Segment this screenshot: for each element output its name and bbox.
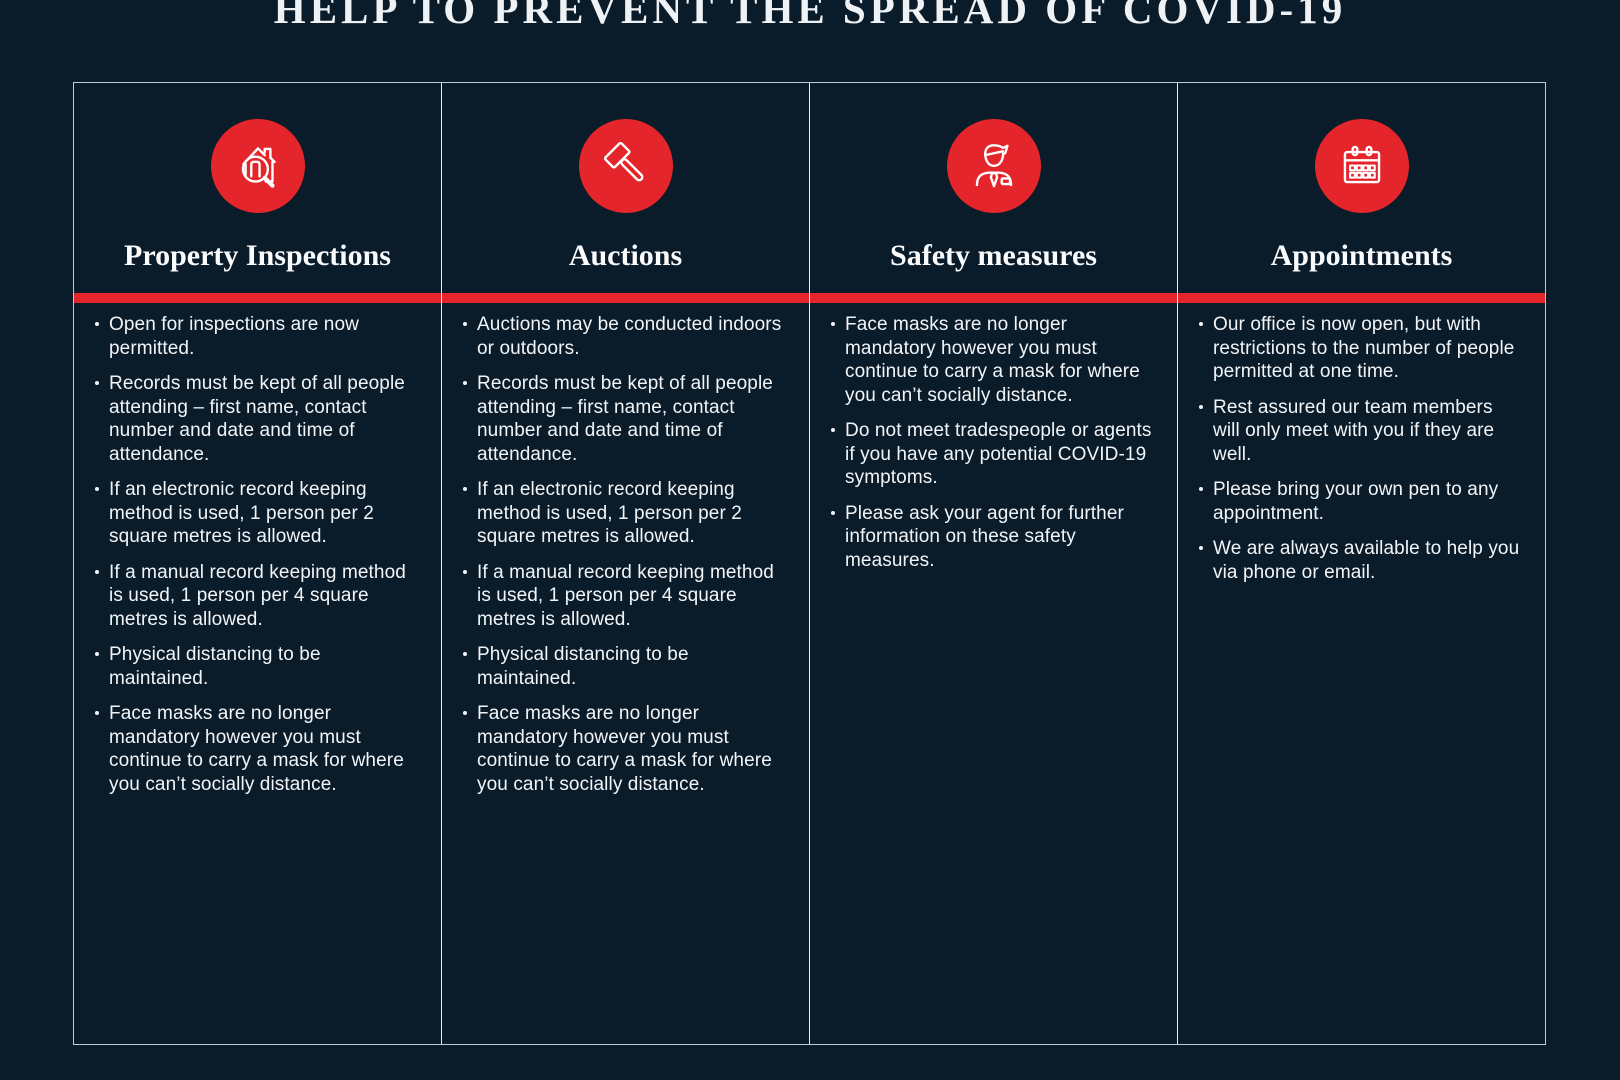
column-auctions: Auctions Auctions may be conducted indoo… — [441, 83, 809, 1044]
column-heading: Appointments — [1270, 239, 1453, 272]
list-item: We are always available to help you via … — [1198, 537, 1523, 584]
bullet-list: Face masks are no longer mandatory howev… — [810, 313, 1177, 572]
safety-measures-icon-circle — [946, 119, 1041, 213]
appointments-icon-circle — [1314, 119, 1409, 213]
list-item: Records must be kept of all people atten… — [94, 372, 419, 466]
bullet-list: Auctions may be conducted indoors or out… — [442, 313, 809, 796]
column-heading: Property Inspections — [124, 239, 391, 272]
list-item: Face masks are no longer mandatory howev… — [94, 702, 419, 796]
list-item: If an electronic record keeping method i… — [94, 478, 419, 549]
list-item: Rest assured our team members will only … — [1198, 396, 1523, 467]
house-magnifier-icon — [241, 147, 276, 188]
bullet-list: Our office is now open, but with restric… — [1178, 313, 1545, 584]
calendar-icon — [1343, 145, 1380, 184]
info-board: Property Inspections Open for inspection… — [73, 82, 1546, 1045]
page-title: HELP TO PREVENT THE SPREAD OF COVID-19 — [273, 0, 1347, 32]
list-item: Do not meet tradespeople or agents if yo… — [830, 419, 1155, 490]
list-item: Face masks are no longer mandatory howev… — [462, 702, 787, 796]
list-item: Face masks are no longer mandatory howev… — [830, 313, 1155, 407]
column-appointments: Appointments Our office is now open, but… — [1177, 83, 1545, 1044]
columns-container: Property Inspections Open for inspection… — [74, 83, 1545, 1044]
list-item: Please ask your agent for further inform… — [830, 502, 1155, 573]
auctions-icon-circle — [578, 119, 673, 213]
column-safety-measures: Safety measures Face masks are no longer… — [809, 83, 1177, 1044]
list-item: Physical distancing to be maintained. — [462, 643, 787, 690]
column-heading: Auctions — [568, 239, 683, 272]
list-item: Our office is now open, but with restric… — [1198, 313, 1523, 384]
list-item: If an electronic record keeping method i… — [462, 478, 787, 549]
list-item: Records must be kept of all people atten… — [462, 372, 787, 466]
list-item: Please bring your own pen to any appoint… — [1198, 478, 1523, 525]
list-item: If a manual record keeping method is use… — [94, 561, 419, 632]
gavel-icon — [603, 141, 643, 182]
bullet-list: Open for inspections are now permitted. … — [74, 313, 441, 796]
column-heading: Safety measures — [890, 239, 1097, 272]
property-inspections-icon-circle — [210, 119, 305, 213]
list-item: Physical distancing to be maintained. — [94, 643, 419, 690]
list-item: If a manual record keeping method is use… — [462, 561, 787, 632]
list-item: Auctions may be conducted indoors or out… — [462, 313, 787, 360]
list-item: Open for inspections are now permitted. — [94, 313, 419, 360]
column-property-inspections: Property Inspections Open for inspection… — [74, 83, 441, 1044]
agent-person-icon — [975, 144, 1012, 188]
